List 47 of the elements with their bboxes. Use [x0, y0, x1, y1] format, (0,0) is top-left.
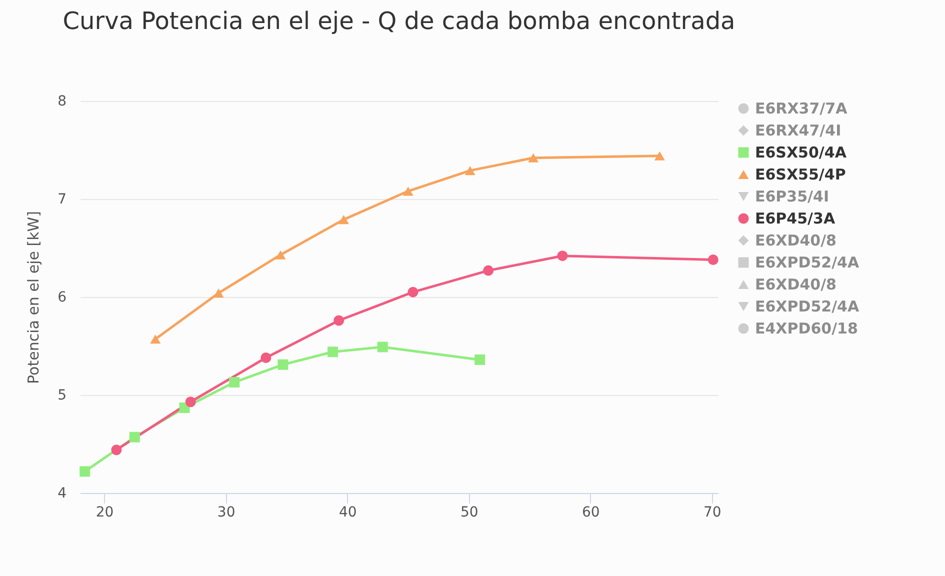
point: [129, 432, 140, 442]
point: [278, 359, 288, 370]
point: [654, 151, 665, 160]
y-tick-label: 8: [58, 94, 66, 110]
x-tick-label: 20: [96, 504, 114, 520]
point: [402, 186, 414, 196]
point: [111, 444, 122, 456]
x-tick-label: 40: [338, 504, 357, 520]
point: [80, 466, 90, 477]
legend-label: E6SX50/4A: [755, 144, 847, 162]
point: [328, 346, 338, 358]
legend-label: E6P35/4I: [755, 188, 830, 206]
legend-label: E4XPD60/18: [755, 320, 858, 338]
legend-label: E6SX55/4P: [755, 166, 846, 184]
point: [334, 315, 344, 326]
point: [483, 265, 494, 276]
point: [528, 153, 539, 162]
y-tick-label: 7: [58, 192, 66, 208]
point: [275, 250, 286, 260]
point: [338, 215, 349, 224]
y-axis-title: Potencia en el eje [kW]: [24, 211, 43, 384]
point: [708, 254, 718, 265]
point: [229, 377, 240, 388]
x-tick-label: 50: [460, 504, 478, 520]
point: [408, 286, 418, 298]
chart-title: Curva Potencia en el eje - Q de cada bomba encontrada: [62, 7, 736, 35]
point: [377, 342, 388, 352]
point: [474, 354, 486, 365]
x-tick-label: 30: [217, 504, 236, 520]
point: [464, 166, 476, 176]
legend-label: E6XD40/8: [755, 276, 836, 294]
legend-label: E6XPD52/4A: [755, 254, 860, 272]
point: [185, 396, 196, 408]
point: [150, 334, 161, 344]
point: [557, 250, 568, 262]
legend-label: E6RX47/4I: [755, 122, 842, 140]
point: [213, 288, 224, 298]
x-tick-label: 70: [704, 504, 722, 520]
y-tick-label: 4: [58, 486, 67, 502]
legend-label: E6XD40/8: [755, 232, 836, 250]
y-tick-label: 6: [58, 290, 67, 306]
legend-label: E6XPD52/4A: [755, 298, 860, 316]
legend-label: E6RX37/7A: [755, 100, 848, 118]
legend-label: E6P45/3A: [755, 210, 836, 228]
y-tick-label: 5: [58, 388, 66, 404]
point: [260, 352, 272, 363]
x-tick-label: 60: [582, 504, 600, 520]
